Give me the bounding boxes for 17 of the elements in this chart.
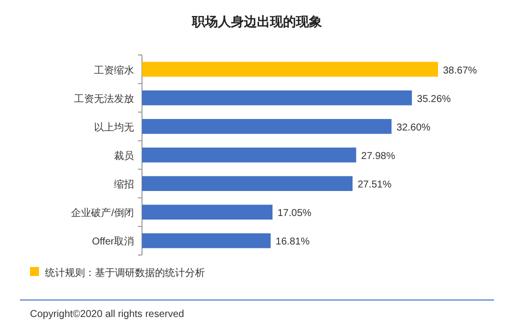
value-label: 27.98% <box>361 151 396 162</box>
value-label: 38.67% <box>443 65 477 76</box>
value-label: 17.05% <box>278 208 312 220</box>
category-label: 缩招 <box>114 180 134 191</box>
category-label: 裁员 <box>114 151 134 162</box>
category-label: 企业破产/倒闭 <box>71 208 134 220</box>
value-label: 27.51% <box>358 180 392 191</box>
category-label: 工资无法发放 <box>74 94 134 105</box>
annotation: 统计规则：基于调研数据的统计分析 <box>45 268 205 279</box>
category-label: 以上均无 <box>94 122 134 134</box>
category-label: 工资缩水 <box>94 65 134 76</box>
category-label: Offer取消 <box>92 236 134 248</box>
value-label: 32.60% <box>396 122 430 134</box>
value-label: 35.26% <box>416 94 451 105</box>
value-label: 16.81% <box>276 236 310 248</box>
annotation: Copyright©2020 all rights reserved <box>30 309 184 320</box>
title: 职场人身边出现的现象 <box>192 14 322 29</box>
